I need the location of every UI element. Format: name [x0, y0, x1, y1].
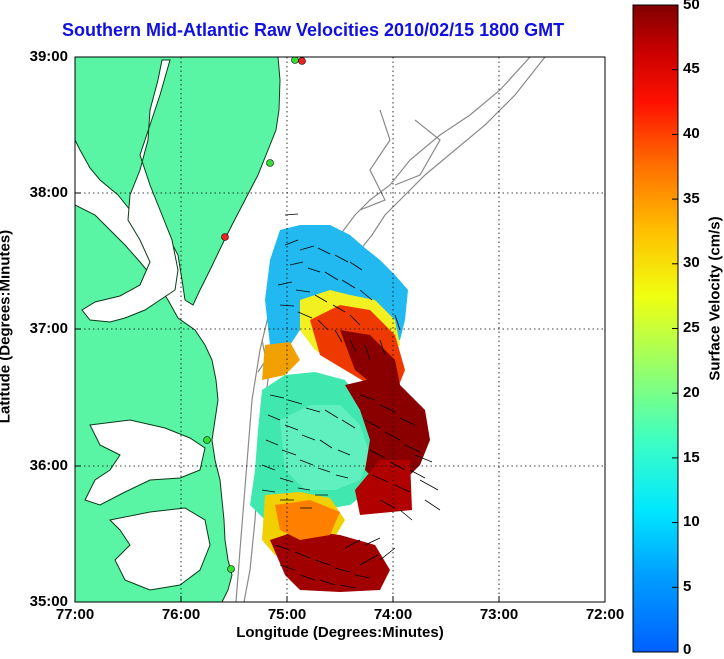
colorbar-label: Surface Velocity (cm/s) — [706, 216, 724, 381]
y-tick-label: 39:00 — [29, 48, 68, 65]
chesapeake-bay — [81, 59, 179, 323]
x-tick-label: 76:00 — [161, 606, 201, 623]
colorbar-tick-label: 5 — [683, 578, 692, 595]
velocity-field — [250, 225, 430, 592]
x-axis-label: Longitude (Degrees:Minutes) — [236, 624, 444, 641]
colorbar-tick-label: 20 — [683, 384, 700, 401]
pamlico-sound — [108, 507, 211, 591]
axis-ticks — [75, 192, 500, 602]
grid-lines — [75, 57, 605, 602]
colorbar — [633, 5, 678, 652]
y-tick-label: 36:00 — [29, 457, 68, 474]
colorbar-tick-label: 50 — [683, 0, 700, 13]
albemarle-sound — [84, 419, 206, 506]
y-tick-label: 38:00 — [29, 184, 68, 201]
colorbar-tick-label: 30 — [683, 254, 700, 271]
colorbar-tick-label: 45 — [683, 60, 700, 77]
colorbar-tick-label: 25 — [683, 319, 700, 336]
y-tick-label: 37:00 — [29, 320, 68, 337]
y-tick-label: 35:00 — [29, 593, 68, 610]
colorbar-ticks — [672, 4, 678, 653]
map-title: Southern Mid-Atlantic Raw Velocities 201… — [62, 20, 565, 40]
colorbar-tick-label: 40 — [683, 125, 700, 142]
hf-radar-stations — [203, 57, 306, 573]
x-tick-label: 72:00 — [585, 606, 625, 623]
colorbar-tick-label: 35 — [683, 190, 700, 207]
x-tick-label: 74:00 — [373, 606, 413, 623]
velocity-vectors — [261, 213, 441, 589]
colorbar-tick-label: 10 — [683, 513, 700, 530]
x-tick-label: 77:00 — [55, 606, 95, 623]
colorbar-tick-label: 15 — [683, 449, 700, 466]
y-axis-label: Latitude (Degrees:Minutes) — [0, 229, 14, 424]
x-tick-label: 75:00 — [267, 606, 307, 623]
x-tick-label: 73:00 — [479, 606, 519, 623]
colorbar-tick-label: 0 — [683, 641, 692, 658]
